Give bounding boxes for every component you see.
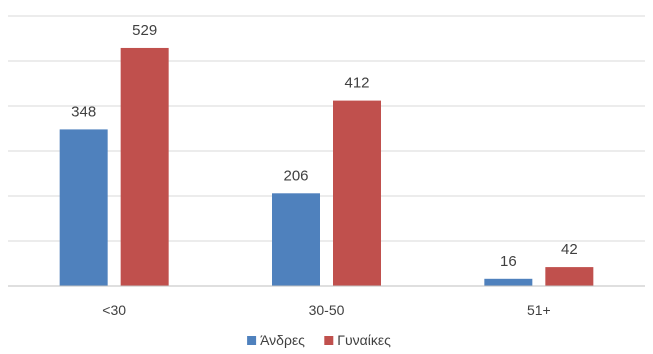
legend: Άνδρες Γυναίκες xyxy=(247,332,391,348)
bar-women-1 xyxy=(333,100,381,286)
legend-swatch-women xyxy=(324,336,334,345)
x-tick-label: 51+ xyxy=(527,302,551,318)
x-tick-label: <30 xyxy=(102,302,126,318)
data-label: 42 xyxy=(561,241,578,258)
bar-men-1 xyxy=(272,193,320,286)
legend-swatch-men xyxy=(247,336,257,345)
bars xyxy=(59,47,594,287)
legend-label-women: Γυναίκες xyxy=(337,332,391,348)
legend-label-men: Άνδρες xyxy=(260,332,305,348)
data-label: 412 xyxy=(344,75,369,92)
bar-women-2 xyxy=(545,267,594,286)
bar-men-2 xyxy=(484,278,533,286)
x-tick-label: 30-50 xyxy=(309,302,345,318)
data-labels: 348 529 206 412 16 42 xyxy=(71,22,578,270)
data-label: 348 xyxy=(71,103,96,120)
data-label: 529 xyxy=(132,22,157,39)
data-label: 206 xyxy=(283,167,308,184)
bar-men-0 xyxy=(59,129,108,286)
data-label: 16 xyxy=(500,253,517,270)
gridlines xyxy=(8,15,645,242)
x-tick-labels: <30 30-50 51+ xyxy=(102,302,550,318)
bar-women-0 xyxy=(120,47,169,287)
